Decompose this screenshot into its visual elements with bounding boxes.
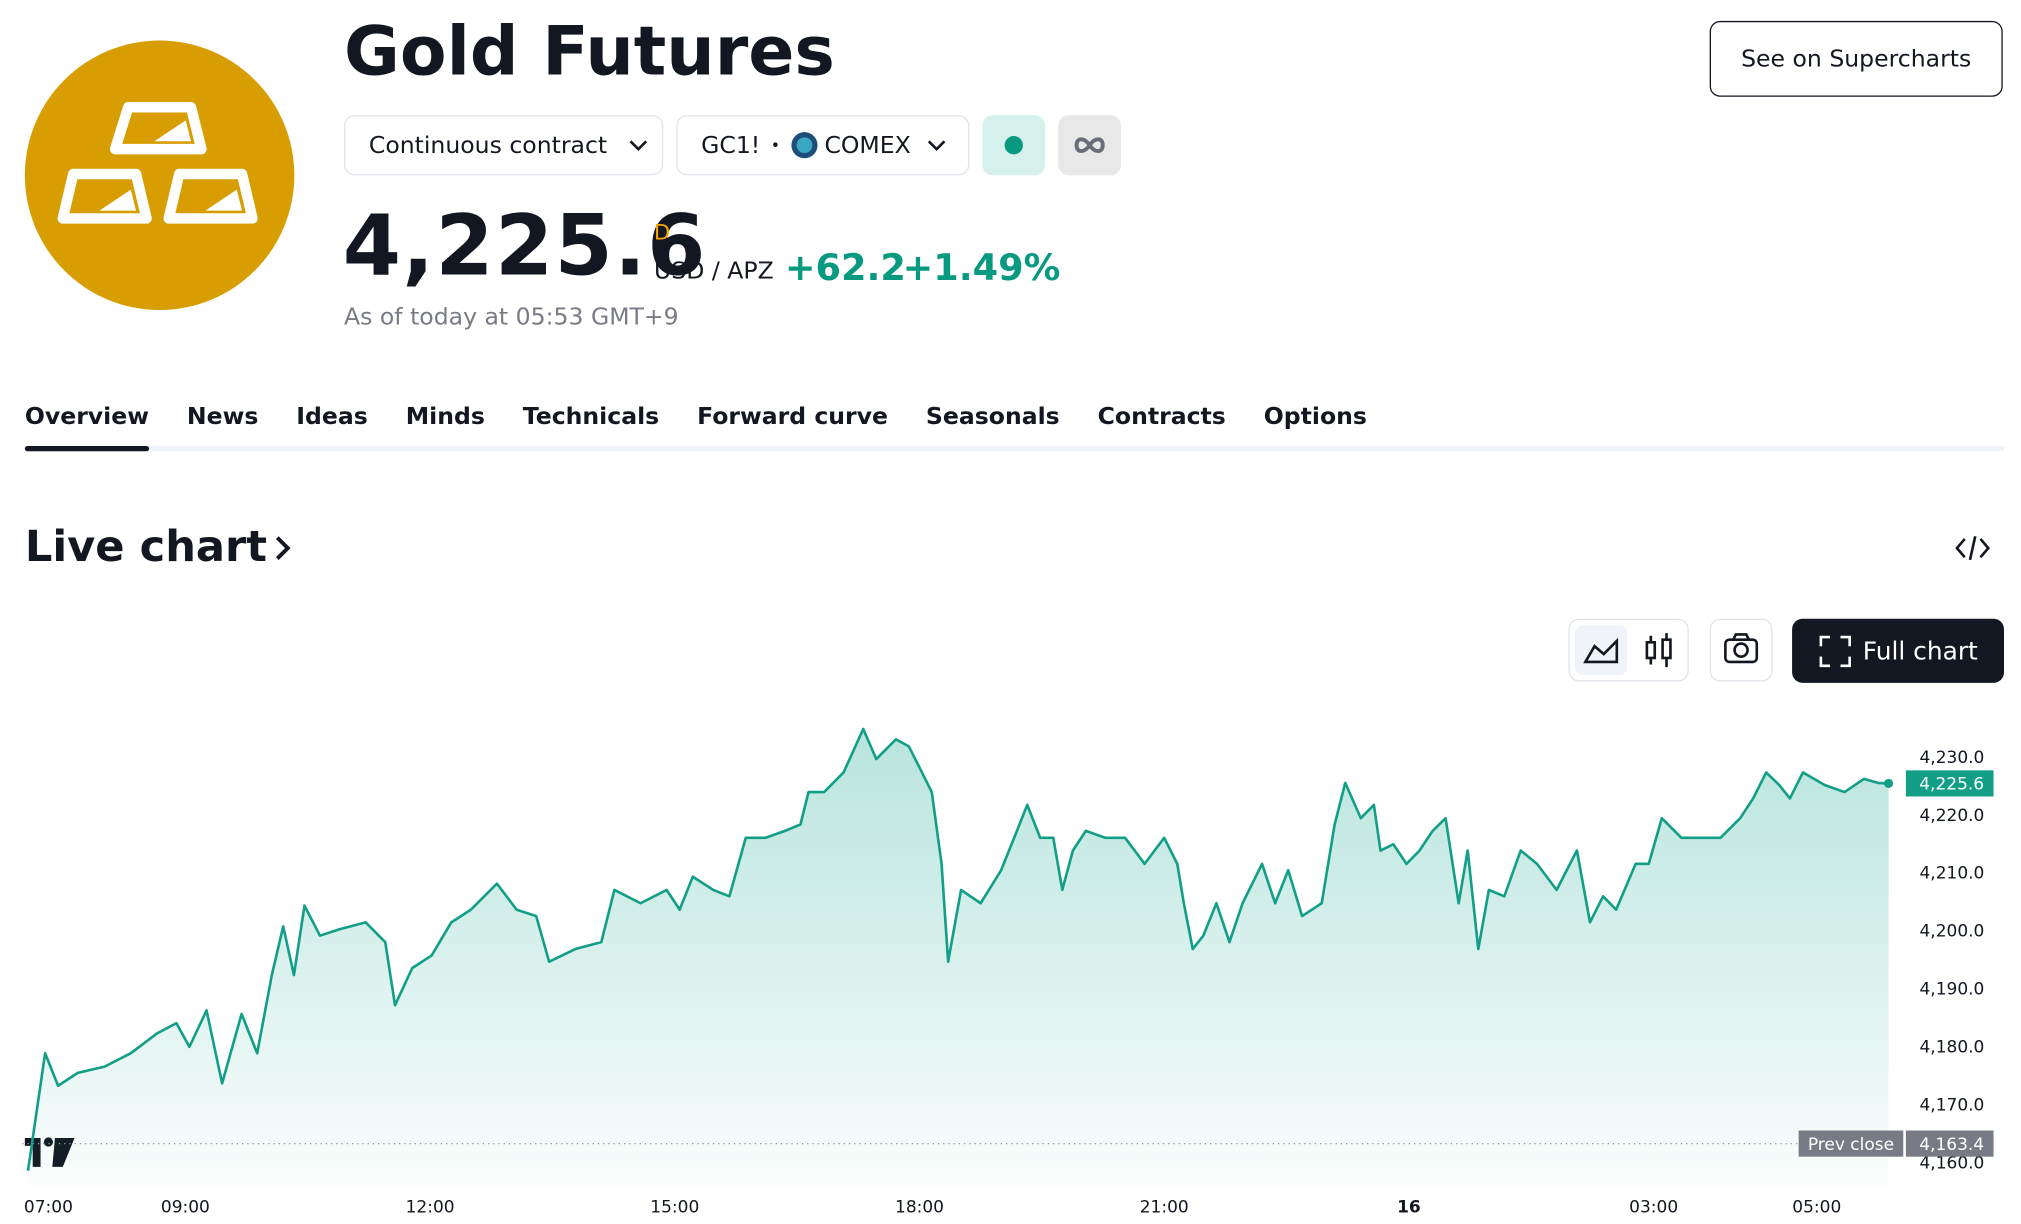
supercharts-button[interactable]: See on Supercharts <box>1709 20 2003 97</box>
market-status[interactable] <box>982 115 1046 176</box>
tab[interactable]: Technicals <box>522 402 660 431</box>
x-tick-label: 15:00 <box>650 1197 699 1217</box>
tab-rail <box>24 446 2005 452</box>
timestamp: As of today at 05:53 GMT+9 <box>344 303 679 331</box>
y-tick-label: 4,230.0 <box>1919 748 1984 768</box>
price-flag: D <box>654 219 671 245</box>
expand-icon <box>1819 635 1852 667</box>
active-tab-underline <box>24 446 149 452</box>
tab[interactable]: Minds <box>405 402 485 431</box>
infinity-icon <box>1074 137 1105 154</box>
full-chart-button[interactable]: Full chart <box>1792 618 2005 683</box>
last-point <box>1883 778 1894 788</box>
x-tick-label: 09:00 <box>161 1197 210 1217</box>
tab[interactable]: Seasonals <box>925 402 1060 431</box>
y-tick-label: 4,220.0 <box>1919 806 1984 826</box>
y-tick-label: 4,180.0 <box>1919 1037 1984 1057</box>
exchange: COMEX <box>824 131 911 159</box>
logo <box>24 40 295 311</box>
contract-select[interactable]: Continuous contract <box>344 115 664 176</box>
x-tick-label: 12:00 <box>406 1197 455 1217</box>
price: 4,225.6 <box>342 198 707 296</box>
status-dot <box>1004 136 1023 155</box>
prev-close-label: Prev close <box>1808 1135 1894 1155</box>
candle-style-button[interactable] <box>1635 625 1682 675</box>
chevron <box>629 140 648 151</box>
last-price-label: 4,225.6 <box>1919 775 1984 795</box>
line <box>26 727 1889 1171</box>
snapshot-button[interactable] <box>1709 618 1773 682</box>
y-tick-label: 4,170.0 <box>1919 1095 1984 1115</box>
area-style-button[interactable] <box>1574 625 1628 675</box>
tab[interactable]: Ideas <box>296 402 368 431</box>
last-price-tag <box>1905 770 1994 797</box>
contract: Continuous contract <box>368 131 608 159</box>
tab-bar: Overview News Ideas Minds Technicals Forward … <box>24 402 1367 452</box>
y-tick-label: 4,210.0 <box>1919 864 1984 884</box>
chevron <box>928 140 946 151</box>
tab[interactable]: Overview <box>24 403 149 452</box>
currency: USD / APZ <box>654 257 774 286</box>
tab[interactable]: News <box>186 402 259 431</box>
x-tick-label: 05:00 <box>1792 1197 1841 1217</box>
x-tick-label: 03:00 <box>1629 1197 1678 1217</box>
compare[interactable] <box>1058 115 1122 176</box>
section-title-text: Live chart <box>24 520 267 572</box>
section-title[interactable]: Live chart <box>25 521 293 572</box>
symbol-select[interactable]: GC1! • COMEX <box>676 115 970 176</box>
title: Gold Futures <box>344 13 835 92</box>
tab[interactable]: Forward curve <box>697 402 888 431</box>
x-tick-label: 07:00 <box>24 1197 73 1217</box>
arrow <box>276 536 291 560</box>
embed-icon[interactable] <box>1954 534 1991 563</box>
area <box>27 729 1889 1187</box>
y-tick-label: 4,160.0 <box>1919 1153 1984 1173</box>
change: +62.2 <box>784 245 906 290</box>
camera-icon <box>1724 633 1759 664</box>
chart: 4,160.0 4,170.0 4,180.0 4,190.0 4,200.0 4,210… <box>22 727 1994 1217</box>
tab[interactable]: Options <box>1263 402 1367 431</box>
prev-close-value: 4,163.4 <box>1919 1135 1984 1155</box>
x-tick-label: 21:00 <box>1140 1197 1189 1217</box>
change-percent: +1.49% <box>902 245 1061 290</box>
tab[interactable]: Contracts <box>1097 402 1226 431</box>
x-tick-label: 18:00 <box>895 1197 944 1217</box>
prev-close-value-tag <box>1905 1130 1994 1157</box>
y-tick-label: 4,200.0 <box>1919 922 1984 942</box>
symbol: GC1! <box>701 131 761 159</box>
full-chart-label: Full chart <box>1862 636 1978 666</box>
y-tick-label: 4,190.0 <box>1919 980 1984 1000</box>
x-tick-label: 16 <box>1397 1197 1421 1217</box>
globe <box>791 132 818 159</box>
prev-close-tag <box>1798 1130 1904 1157</box>
chart-style-group <box>1568 618 1689 682</box>
